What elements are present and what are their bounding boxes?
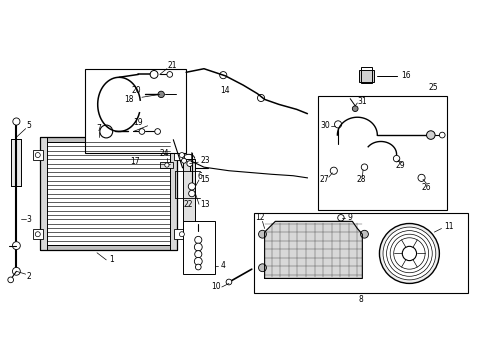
Text: 7: 7 bbox=[97, 124, 101, 133]
Circle shape bbox=[259, 230, 267, 238]
Circle shape bbox=[338, 215, 344, 221]
Circle shape bbox=[12, 267, 20, 275]
Bar bbox=[11, 139, 22, 186]
Bar bbox=[40, 137, 177, 250]
Circle shape bbox=[13, 118, 20, 125]
Text: 22: 22 bbox=[184, 201, 193, 210]
Bar bbox=[174, 150, 184, 160]
Bar bbox=[40, 245, 177, 250]
Circle shape bbox=[259, 264, 267, 272]
Text: 14: 14 bbox=[220, 86, 230, 95]
Circle shape bbox=[139, 129, 145, 134]
Bar bbox=[183, 221, 215, 274]
Text: 26: 26 bbox=[422, 183, 431, 192]
Text: 29: 29 bbox=[395, 161, 405, 170]
Text: 11: 11 bbox=[444, 222, 453, 231]
Text: 1: 1 bbox=[109, 255, 114, 264]
Text: 9: 9 bbox=[348, 213, 353, 222]
Bar bbox=[359, 70, 374, 82]
Text: 3: 3 bbox=[27, 215, 32, 224]
Circle shape bbox=[383, 227, 436, 280]
Circle shape bbox=[402, 246, 416, 261]
Circle shape bbox=[100, 125, 113, 138]
Circle shape bbox=[379, 224, 440, 283]
Circle shape bbox=[257, 94, 265, 102]
Circle shape bbox=[187, 161, 193, 166]
Bar bbox=[40, 137, 177, 142]
Circle shape bbox=[195, 257, 202, 265]
Text: 17: 17 bbox=[131, 157, 140, 166]
Bar bbox=[183, 159, 195, 234]
Circle shape bbox=[394, 238, 425, 269]
Text: 15: 15 bbox=[200, 175, 210, 184]
Text: 25: 25 bbox=[429, 83, 439, 92]
Text: 6: 6 bbox=[198, 172, 203, 181]
Text: 23: 23 bbox=[200, 156, 210, 165]
Circle shape bbox=[155, 129, 160, 134]
Circle shape bbox=[195, 243, 202, 251]
Text: 27: 27 bbox=[319, 175, 329, 184]
Circle shape bbox=[352, 106, 358, 112]
Text: 24: 24 bbox=[160, 149, 170, 158]
Text: 16: 16 bbox=[402, 71, 411, 80]
Circle shape bbox=[181, 158, 187, 163]
Circle shape bbox=[195, 251, 202, 258]
Text: 28: 28 bbox=[356, 175, 366, 184]
Circle shape bbox=[393, 156, 400, 162]
Text: 31: 31 bbox=[358, 97, 367, 106]
Circle shape bbox=[8, 277, 14, 283]
Bar bbox=[170, 137, 177, 250]
Circle shape bbox=[158, 91, 165, 98]
Circle shape bbox=[150, 71, 158, 78]
Text: 13: 13 bbox=[200, 200, 210, 209]
Circle shape bbox=[361, 164, 368, 170]
Text: 30: 30 bbox=[320, 121, 330, 130]
Circle shape bbox=[418, 174, 425, 181]
Text: 8: 8 bbox=[359, 295, 363, 304]
Circle shape bbox=[189, 190, 195, 197]
Circle shape bbox=[35, 232, 40, 237]
Text: 21: 21 bbox=[167, 61, 176, 70]
Text: 19: 19 bbox=[134, 118, 143, 127]
Bar bbox=[174, 229, 184, 239]
Circle shape bbox=[335, 121, 342, 128]
Circle shape bbox=[12, 242, 20, 249]
Bar bbox=[85, 69, 186, 153]
Circle shape bbox=[167, 72, 172, 77]
Circle shape bbox=[35, 153, 40, 158]
Circle shape bbox=[426, 131, 435, 139]
Text: 10: 10 bbox=[211, 283, 220, 292]
Circle shape bbox=[330, 167, 338, 174]
Circle shape bbox=[361, 230, 368, 238]
Text: 5: 5 bbox=[27, 121, 32, 130]
Bar bbox=[160, 162, 172, 168]
Text: 12: 12 bbox=[255, 213, 265, 222]
Circle shape bbox=[188, 183, 196, 190]
Circle shape bbox=[226, 279, 232, 285]
Bar bbox=[33, 150, 43, 160]
Bar bbox=[318, 96, 446, 210]
Polygon shape bbox=[265, 221, 362, 278]
Circle shape bbox=[179, 232, 184, 237]
Circle shape bbox=[179, 153, 184, 158]
Bar bbox=[40, 137, 47, 250]
Text: 2: 2 bbox=[27, 272, 31, 281]
Text: 20: 20 bbox=[131, 86, 141, 95]
Bar bbox=[361, 67, 372, 83]
Bar bbox=[254, 213, 468, 293]
Text: 18: 18 bbox=[124, 95, 134, 104]
Bar bbox=[33, 229, 43, 239]
Text: 4: 4 bbox=[221, 261, 226, 270]
Circle shape bbox=[390, 234, 429, 273]
Circle shape bbox=[220, 72, 227, 79]
Circle shape bbox=[165, 163, 169, 167]
Circle shape bbox=[195, 237, 202, 243]
Circle shape bbox=[196, 264, 201, 270]
Circle shape bbox=[440, 132, 445, 138]
Circle shape bbox=[387, 231, 432, 276]
